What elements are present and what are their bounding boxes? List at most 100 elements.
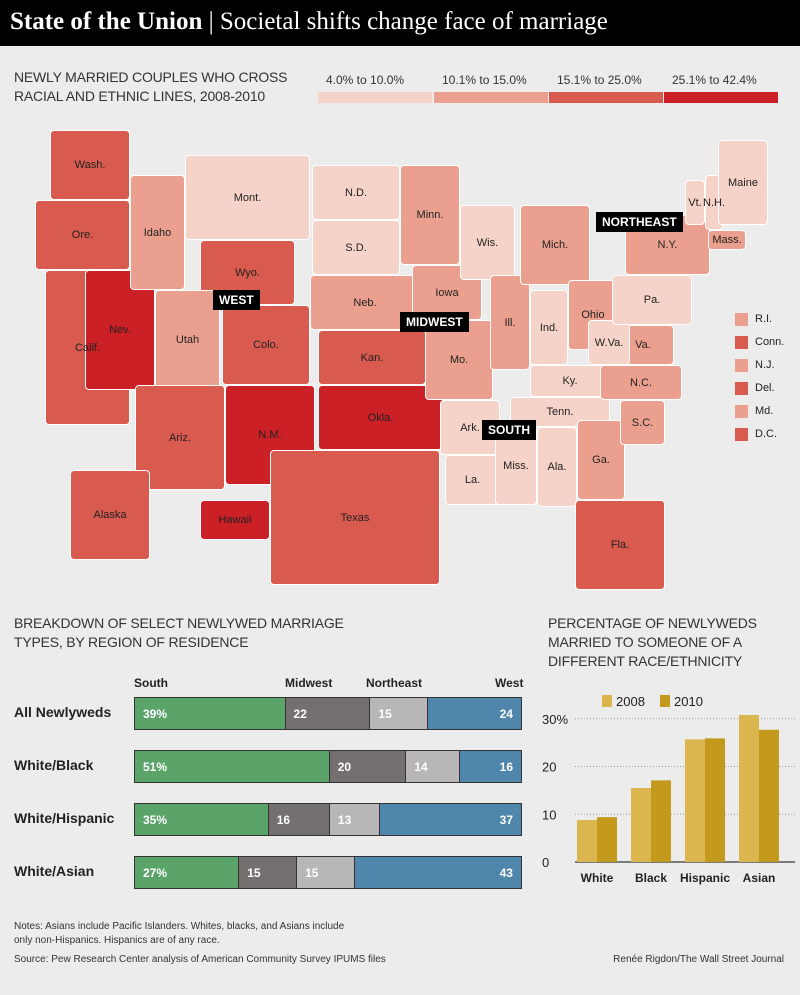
state-label-texas: Texas: [340, 511, 370, 524]
region-label-west: WEST: [213, 290, 260, 310]
state-label-alaska: Alaska: [93, 509, 127, 521]
us-map: Wash. Ore. Calif. Nev. Idaho Mont. Wyo. Utah Col…: [0, 115, 800, 595]
column-asian-2008: [739, 714, 759, 862]
small-state-swatch: [735, 405, 748, 418]
region-label-northeast: NORTHEAST: [596, 212, 683, 232]
legend-label-2010: 2010: [674, 694, 703, 709]
percentage-title-line1: PERCENTAGE OF NEWLYWEDS: [548, 615, 757, 631]
state-wash: [50, 130, 130, 200]
small-state-label: N.J.: [755, 359, 775, 371]
column-asian-2010: [759, 729, 779, 862]
state-label-ill: Ill.: [504, 316, 516, 329]
percentage-chart: 0 10 20 30% 2008 2010 White Black Hispanic Asian: [542, 694, 795, 885]
bar-row: 39% 22 15 24: [134, 697, 522, 730]
column-hispanic-2010: [705, 738, 725, 862]
bar-segment-northeast: 15: [297, 857, 355, 888]
legend-swatch: [434, 92, 548, 103]
state-label-fla: Fla.: [610, 539, 630, 551]
legend-label: 10.1% to 15.0%: [442, 73, 527, 87]
x-tick-label: White: [581, 871, 614, 885]
y-tick-label: 30%: [542, 712, 568, 727]
state-label-pa: Pa.: [643, 294, 661, 306]
state-label-miss: Miss.: [503, 460, 529, 472]
state-label-wis: Wis.: [476, 236, 499, 249]
state-ind: [530, 290, 568, 365]
state-label-mont: Mont.: [233, 191, 262, 204]
state-label-hawaii: Hawaii: [218, 514, 252, 526]
series-header-south: South: [134, 676, 168, 690]
small-state-label: Conn.: [755, 336, 785, 348]
state-label-nh: N.H.: [703, 196, 725, 209]
small-state-swatch: [735, 336, 748, 349]
small-state-label: Md.: [755, 405, 774, 417]
series-header-northeast: Northeast: [366, 676, 423, 690]
bar-row: 27% 15 15 43: [134, 856, 522, 889]
small-state-swatch: [735, 359, 748, 372]
state-label-nev: Nev.: [109, 324, 131, 336]
bar-segment-midwest: 20: [329, 751, 407, 782]
state-label-sc: S.C.: [631, 416, 654, 429]
bar-segment-midwest: 16: [268, 804, 330, 835]
notes-line1: Notes: Asians include Pacific Islanders.…: [14, 921, 345, 932]
small-state-swatch: [735, 428, 748, 441]
state-label-nd: N.D.: [345, 186, 367, 199]
notes-line2: only non-Hispanics. Hispanics are of any…: [14, 935, 220, 946]
breakdown-title-line2: TYPES, BY REGION OF RESIDENCE: [14, 634, 249, 650]
state-ore: [35, 200, 130, 270]
header-subtitle: Societal shifts change face of marriage: [219, 8, 608, 35]
bar-segment-south: 35%: [135, 804, 269, 835]
x-tick-label: Asian: [743, 871, 776, 885]
state-alaska: [70, 470, 150, 560]
column-black-2008: [631, 788, 651, 862]
state-label-vt: Vt.: [688, 196, 702, 209]
percentage-title-line3: DIFFERENT RACE/ETHNICITY: [548, 653, 743, 669]
state-label-ky: Ky.: [562, 375, 578, 387]
state-label-mich: Mich.: [541, 239, 569, 251]
state-label-ohio: Ohio: [581, 309, 605, 321]
bar-row: 51% 20 14 16: [134, 750, 522, 783]
state-label-calif: Calif.: [74, 341, 101, 354]
state-fla: [575, 500, 665, 590]
state-label-mo: Mo.: [449, 354, 469, 366]
legend-label: 25.1% to 42.4%: [672, 73, 757, 87]
state-label-va: Va.: [635, 339, 651, 351]
state-mich: [520, 205, 590, 285]
bar-segment-midwest: 15: [239, 857, 298, 888]
state-okla: [318, 385, 443, 450]
state-wva: [588, 320, 630, 365]
legend-swatch-2010: [660, 695, 670, 707]
bar-segment-west: 43: [355, 857, 521, 888]
legend-swatch: [549, 92, 663, 103]
credit: Renée Rigdon/The Wall Street Journal: [613, 954, 784, 965]
legend-swatch-2008: [602, 695, 612, 707]
state-la: [445, 455, 500, 505]
state-pa: [612, 275, 692, 325]
state-ill: [490, 275, 530, 370]
y-tick-label: 10: [542, 807, 556, 822]
state-hawaii: [200, 500, 270, 540]
state-label-idaho: Idaho: [143, 226, 172, 239]
bar-segment-south: 39%: [135, 698, 286, 729]
column-black-2010: [651, 780, 671, 862]
state-ky: [530, 365, 610, 397]
row-label: White/Hispanic: [14, 810, 115, 826]
state-colo: [222, 305, 310, 385]
bar-segment-northeast: 15: [370, 698, 429, 729]
series-header-west: West: [495, 676, 524, 690]
x-tick-label: Hispanic: [680, 871, 730, 885]
state-label-maine: Maine: [728, 176, 758, 189]
legend-swatch: [664, 92, 778, 103]
percentage-title: PERCENTAGE OF NEWLYWEDS MARRIED TO SOMEON…: [548, 614, 757, 671]
bar-segment-west: 37: [379, 804, 521, 835]
row-label: White/Asian: [14, 863, 95, 879]
series-header-midwest: Midwest: [285, 676, 333, 690]
y-tick-label: 20: [542, 760, 556, 775]
state-label-minn: Minn.: [416, 209, 444, 221]
state-label-okla: Okla.: [367, 411, 394, 424]
small-state-swatch: [735, 313, 748, 326]
state-texas: [270, 450, 440, 585]
row-label: All Newlyweds: [14, 704, 112, 720]
column-white-2010: [597, 817, 617, 862]
row-label: White/Black: [14, 757, 94, 773]
map-title: NEWLY MARRIED COUPLES WHO CROSS RACIAL AN…: [14, 68, 288, 106]
